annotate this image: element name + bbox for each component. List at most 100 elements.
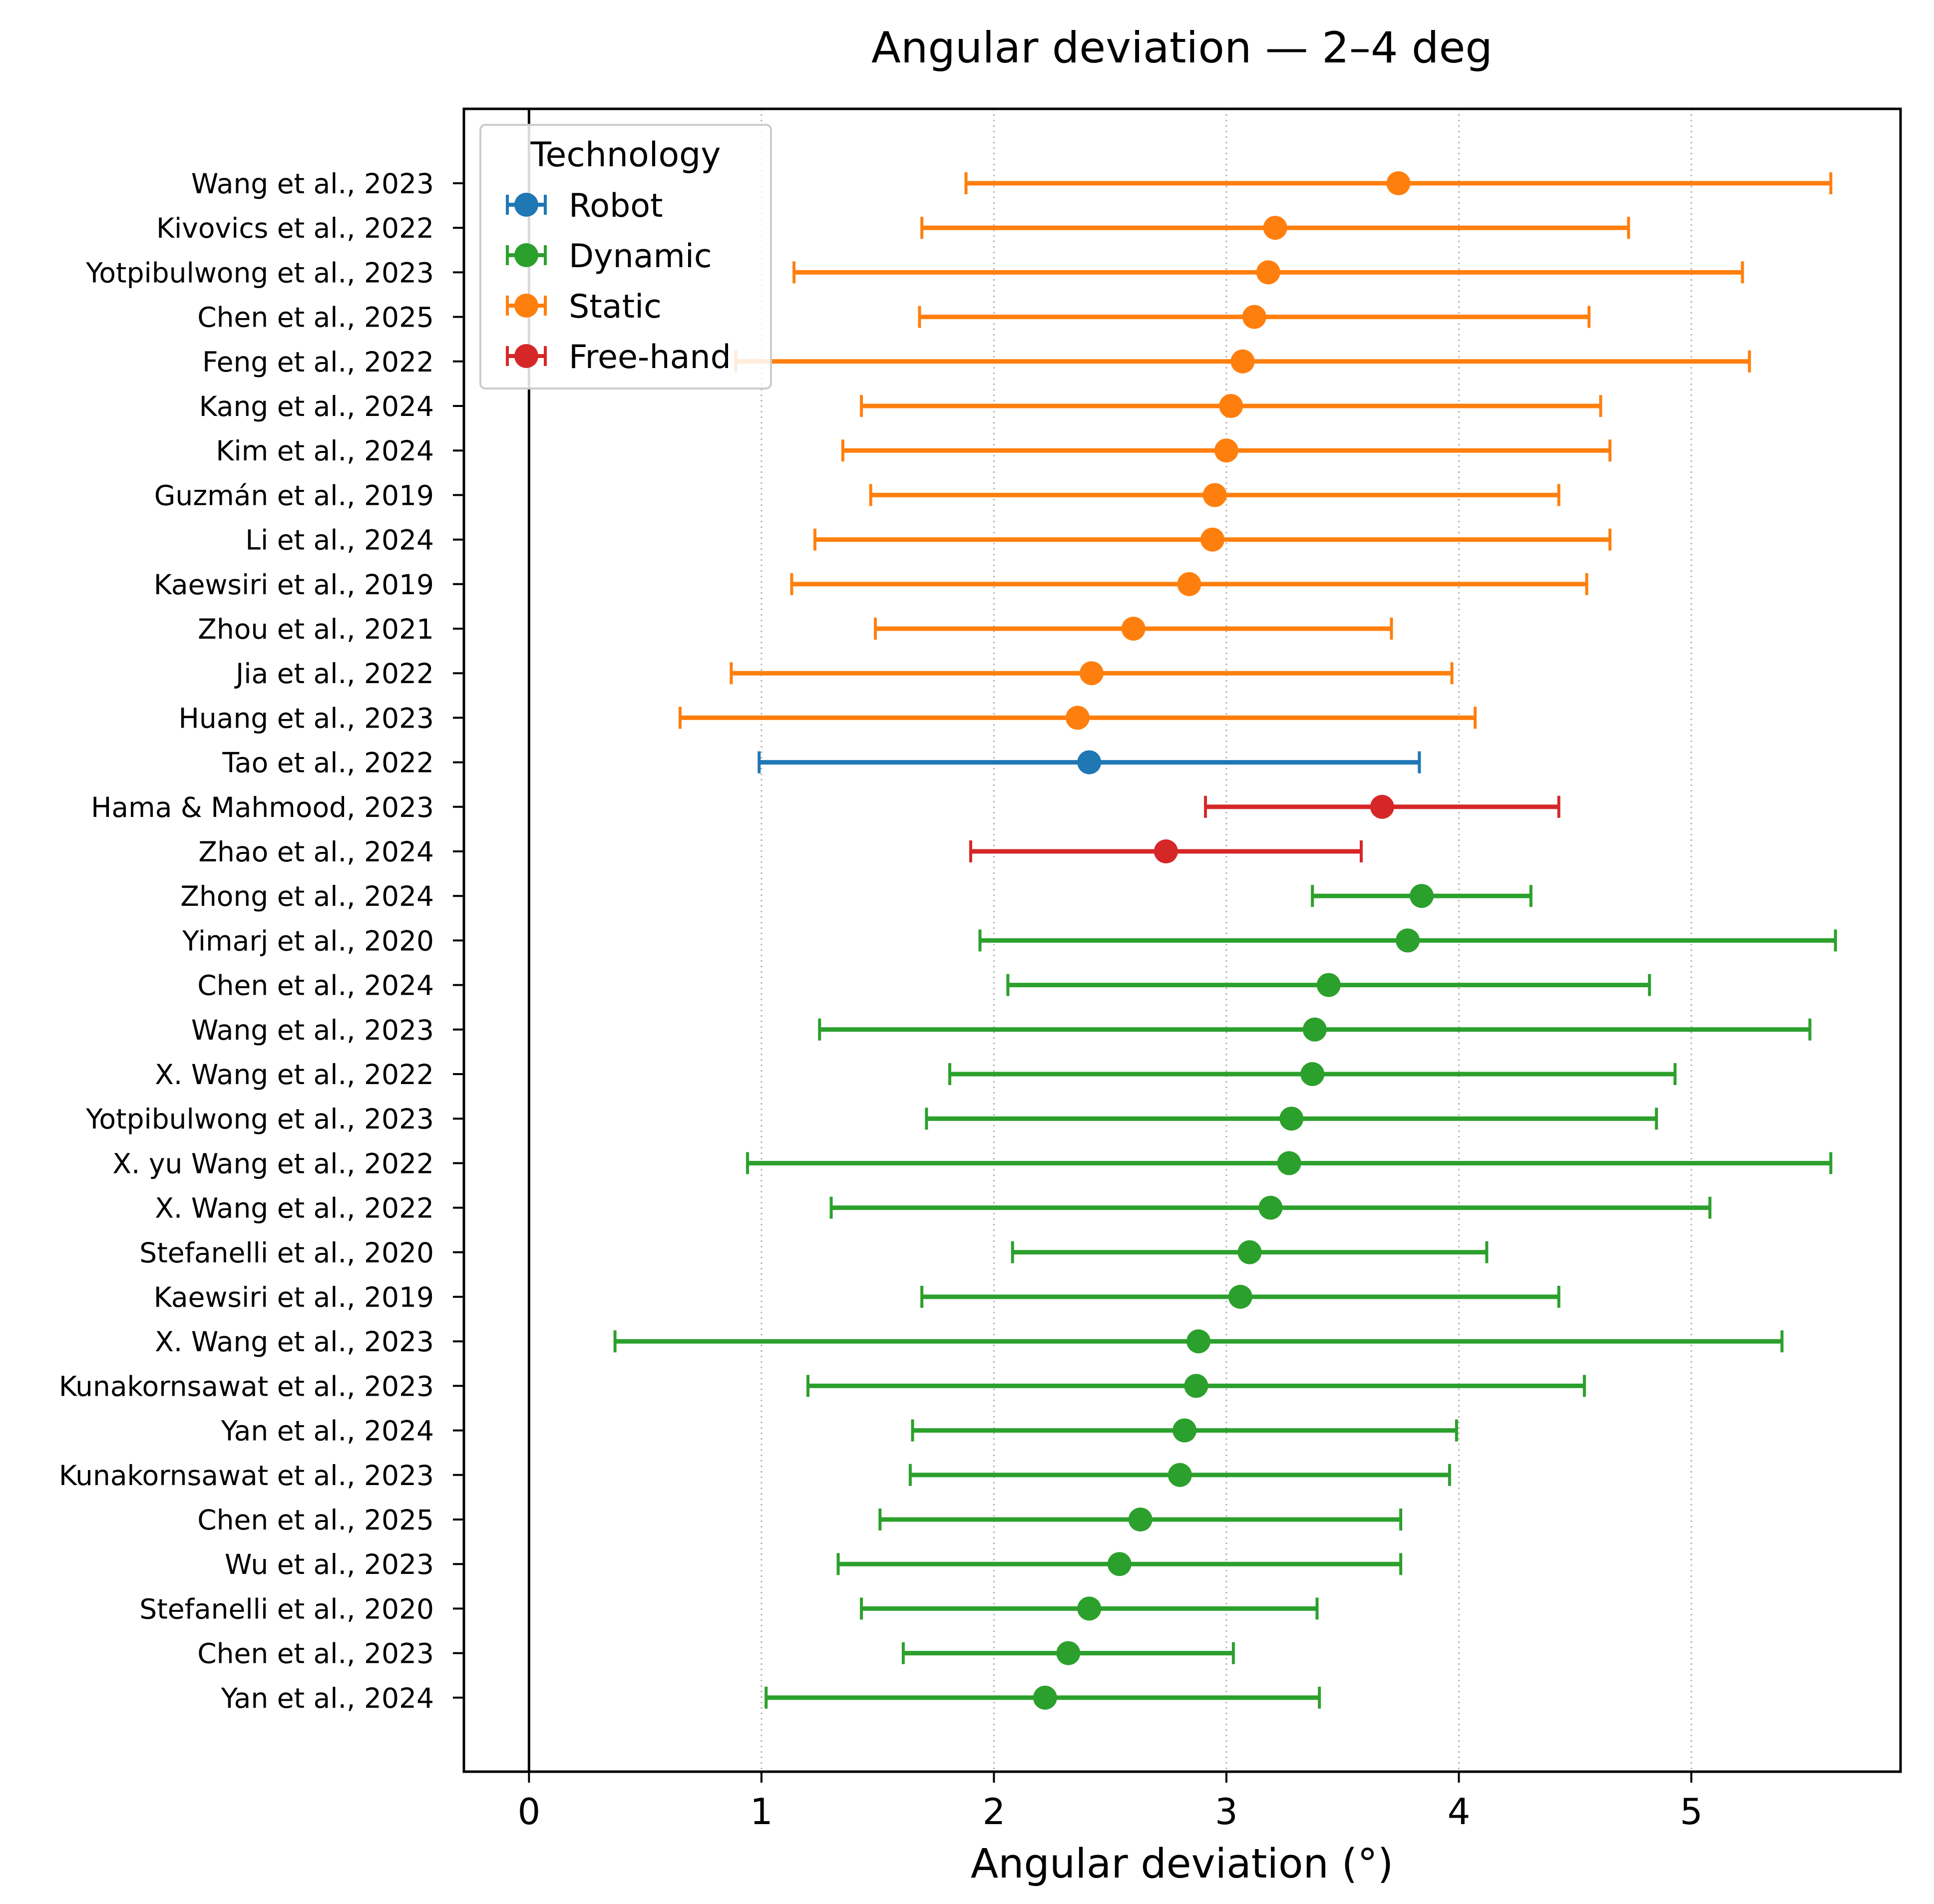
- x-tick-label: 3: [1215, 1791, 1238, 1833]
- plot-frame: [462, 107, 1902, 1773]
- y-tick-label: X. yu Wang et al., 2022: [112, 1147, 434, 1179]
- study-row: [841, 438, 1612, 463]
- legend-entry: Dynamic: [506, 238, 712, 275]
- mean-point: [1277, 1151, 1301, 1175]
- x-tick-label: 1: [750, 1791, 773, 1833]
- study-row: [964, 171, 1833, 195]
- study-row: [920, 1285, 1560, 1309]
- legend-title: Technology: [530, 135, 721, 175]
- y-tick-label: Huang et al., 2023: [179, 702, 434, 734]
- y-tick-label: Yan et al., 2024: [221, 1415, 434, 1447]
- study-row: [901, 1641, 1235, 1665]
- x-tick-label: 2: [983, 1791, 1006, 1833]
- legend-box: [479, 124, 772, 389]
- study-row: [920, 216, 1630, 240]
- study-row: [908, 1463, 1451, 1487]
- mean-point: [1214, 438, 1238, 463]
- legend-entry: Free-hand: [506, 339, 731, 376]
- mean-point: [1121, 617, 1146, 641]
- y-tick-label: Kim et al., 2024: [216, 435, 434, 467]
- data-layer: [613, 171, 1837, 1710]
- study-row: [765, 1685, 1321, 1710]
- y-tick-label: Yotpibulwong et al., 2023: [85, 1103, 434, 1135]
- study-row: [730, 661, 1454, 686]
- y-tick-label: Kaewsiri et al., 2019: [154, 569, 434, 601]
- study-row: [869, 483, 1560, 507]
- y-tick-label: Kunakornsawat et al., 2023: [59, 1370, 434, 1402]
- mean-point: [1300, 1062, 1325, 1086]
- study-row: [978, 928, 1837, 953]
- y-tick-label: Zhou et al., 2021: [198, 613, 434, 645]
- y-tick-label: Yotpibulwong et al., 2023: [85, 257, 434, 289]
- legend-label: Static: [569, 288, 662, 326]
- y-tick-label: Wang et al., 2023: [191, 1014, 434, 1046]
- y-tick-label: X. Wang et al., 2022: [155, 1059, 434, 1091]
- y-tick-label: Kaewsiri et al., 2019: [154, 1281, 434, 1313]
- study-row: [1006, 973, 1651, 997]
- mean-point: [1263, 216, 1287, 240]
- mean-point: [1242, 305, 1266, 329]
- legend: Technology Robot Dynamic Static Free-hand: [479, 124, 772, 389]
- mean-point: [1316, 973, 1341, 997]
- y-tick-label: Jia et al., 2022: [234, 658, 434, 690]
- mean-point: [1184, 1374, 1208, 1398]
- legend-label: Dynamic: [569, 238, 712, 275]
- y-tick-label: Chen et al., 2025: [197, 302, 434, 334]
- y-tick-label: Guzmán et al., 2019: [154, 479, 434, 511]
- study-row: [860, 1596, 1319, 1621]
- y-tick-label: Kang et al., 2024: [199, 390, 434, 422]
- mean-point: [1370, 794, 1394, 819]
- y-tick-label: Stefanelli et al., 2020: [139, 1237, 434, 1269]
- study-row: [1204, 794, 1560, 819]
- chart-title: Angular deviation — 2–4 deg: [871, 23, 1493, 73]
- study-row: [829, 1195, 1712, 1220]
- mean-point: [1128, 1508, 1153, 1531]
- study-row: [613, 1329, 1784, 1354]
- y-tick-label: Feng et al., 2022: [202, 346, 434, 378]
- mean-point: [1258, 1195, 1283, 1220]
- mean-point: [1219, 394, 1243, 418]
- y-tick-label: Zhao et al., 2024: [198, 836, 434, 868]
- y-tick-label: Zhong et al., 2024: [180, 880, 434, 912]
- mean-point: [1172, 1418, 1197, 1443]
- mean-point: [1154, 839, 1178, 863]
- mean-point: [1237, 1240, 1262, 1264]
- y-tick-label: Yimarj et al., 2020: [182, 925, 434, 957]
- mean-point: [1077, 750, 1102, 774]
- study-row: [790, 572, 1588, 596]
- study-row: [792, 260, 1744, 285]
- mean-point: [1033, 1685, 1057, 1710]
- mean-point: [1396, 928, 1420, 953]
- study-row: [925, 1107, 1658, 1131]
- study-row: [860, 394, 1602, 418]
- study-row: [969, 839, 1363, 863]
- legend-marker: [514, 243, 538, 267]
- legend-entry: Robot: [506, 187, 663, 225]
- study-row: [948, 1062, 1677, 1086]
- mean-point: [1200, 527, 1225, 552]
- x-tick-label: 4: [1448, 1791, 1471, 1833]
- study-row: [873, 617, 1393, 641]
- y-tick-label: Wu et al., 2023: [225, 1548, 434, 1580]
- mean-point: [1386, 171, 1411, 195]
- y-tick-label: Kivovics et al., 2022: [156, 212, 434, 244]
- mean-point: [1302, 1017, 1327, 1042]
- study-row: [878, 1508, 1403, 1531]
- study-row: [818, 1017, 1812, 1042]
- mean-point: [1167, 1463, 1192, 1487]
- legend-marker: [514, 344, 538, 368]
- study-row: [1311, 884, 1533, 908]
- y-tick-label: Kunakornsawat et al., 2023: [59, 1460, 434, 1492]
- mean-point: [1107, 1552, 1132, 1576]
- x-axis-label: Angular deviation (°): [971, 1841, 1394, 1888]
- y-tick-label: Stefanelli et al., 2020: [139, 1593, 434, 1625]
- y-tick-label: Hama & Mahmood, 2023: [91, 791, 434, 823]
- study-row: [813, 527, 1612, 552]
- mean-point: [1410, 884, 1434, 908]
- y-tick-label: X. Wang et al., 2022: [155, 1192, 434, 1224]
- y-tick-label: Yan et al., 2024: [221, 1682, 434, 1714]
- mean-point: [1186, 1329, 1211, 1354]
- mean-point: [1279, 1107, 1304, 1131]
- study-row: [836, 1552, 1403, 1576]
